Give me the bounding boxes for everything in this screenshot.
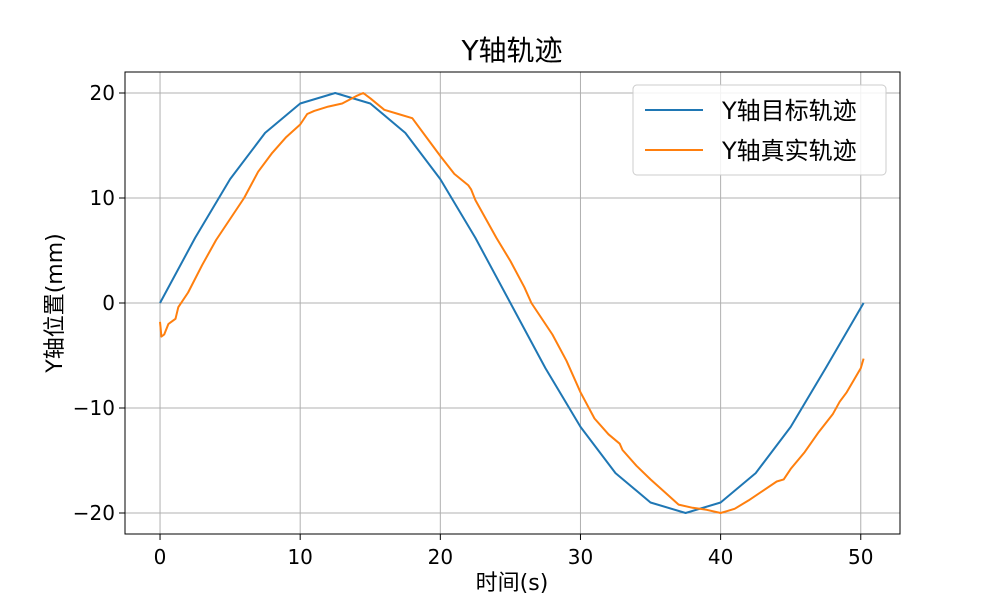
x-tick-label: 0	[154, 545, 167, 569]
chart-title: Y轴轨迹	[460, 34, 562, 67]
x-axis-label: 时间(s)	[476, 571, 549, 596]
y-tick-label: 20	[90, 81, 115, 105]
y-axis-label: Y轴位置(mm)	[43, 233, 68, 373]
y-tick-label: −10	[73, 396, 115, 420]
legend-label-target: Y轴目标轨迹	[721, 97, 857, 125]
y-axis-ticks: −20 −10 0 10 20	[73, 81, 125, 525]
legend: Y轴目标轨迹 Y轴真实轨迹	[632, 84, 887, 176]
x-tick-label: 10	[287, 545, 312, 569]
x-tick-label: 30	[568, 545, 593, 569]
series-line-actual	[159, 92, 865, 514]
y-tick-label: −20	[73, 501, 115, 525]
x-tick-label: 50	[848, 545, 873, 569]
legend-label-actual: Y轴真实轨迹	[721, 137, 857, 165]
x-tick-label: 40	[708, 545, 733, 569]
series-lines	[159, 92, 865, 514]
series-line-target	[159, 92, 865, 514]
x-tick-label: 20	[428, 545, 453, 569]
y-tick-label: 0	[102, 291, 115, 315]
y-tick-label: 10	[90, 186, 115, 210]
x-axis-ticks: 0 10 20 30 40 50	[154, 534, 873, 569]
legend-box	[632, 84, 887, 176]
